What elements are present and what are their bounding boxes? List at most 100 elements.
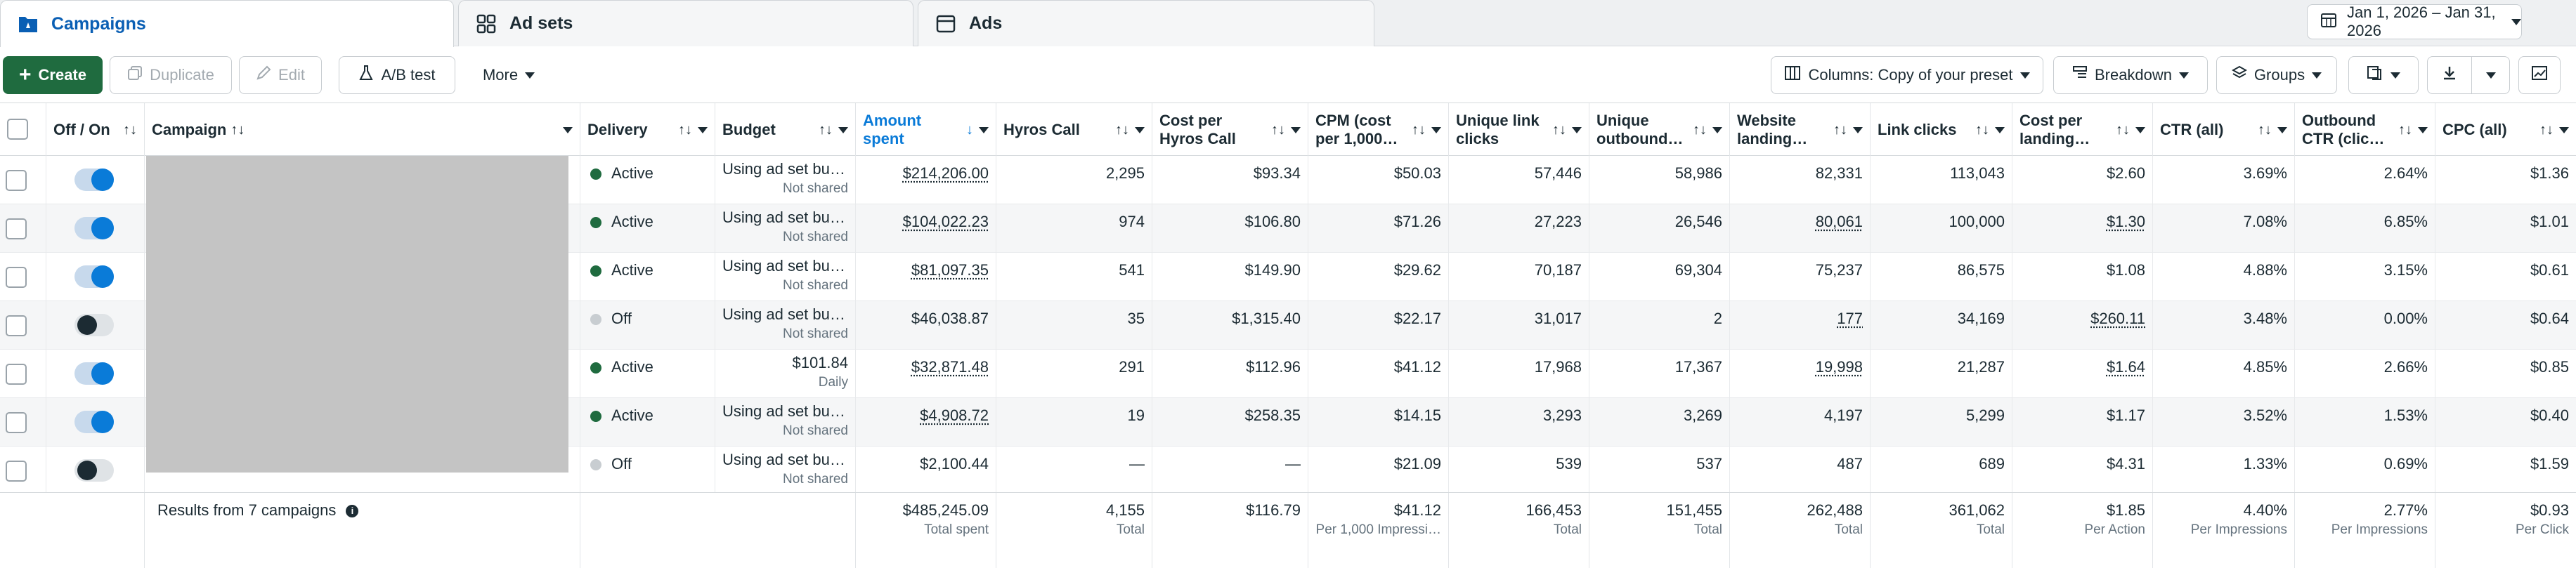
campaign-toggle[interactable]: [74, 265, 114, 288]
campaign-toggle[interactable]: [74, 362, 114, 385]
info-icon[interactable]: i: [346, 505, 359, 518]
header-amount-spent[interactable]: Amount spent ↓: [856, 103, 996, 157]
row-checkbox[interactable]: [6, 218, 27, 239]
edit-button[interactable]: Edit: [239, 56, 322, 94]
budget-cell[interactable]: Using ad set bu… Not shared: [715, 398, 856, 447]
campaign-name-cell[interactable]: [145, 350, 580, 398]
row-checkbox[interactable]: [6, 461, 27, 482]
header-link-clicks[interactable]: Link clicks ↑↓: [1871, 103, 2012, 157]
budget-cell[interactable]: Using ad set bu… Not shared: [715, 156, 856, 204]
amount-value[interactable]: $32,871.48: [911, 358, 989, 376]
chevron-down-icon: [1712, 126, 1722, 133]
total-hyros: 4,155: [1105, 501, 1145, 519]
campaign-name-cell[interactable]: [145, 398, 580, 447]
header-unique-link-clicks[interactable]: Unique link clicks ↑↓: [1449, 103, 1589, 157]
cpl-value[interactable]: $1.64: [2106, 358, 2145, 376]
header-website-landing[interactable]: Website landing… ↑↓: [1730, 103, 1871, 157]
budget-cell[interactable]: $101.84 Daily: [715, 350, 856, 398]
budget-cell[interactable]: Using ad set bu… Not shared: [715, 447, 856, 495]
header-ctr-all[interactable]: CTR (all) ↑↓: [2153, 103, 2295, 157]
chevron-down-icon: [2485, 72, 2496, 79]
header-budget[interactable]: Budget ↑↓: [715, 103, 856, 157]
cpl-value[interactable]: $260.11: [2090, 310, 2145, 327]
amount-cell: $46,038.87: [856, 301, 996, 350]
header-wl-label: Website landing…: [1737, 112, 1808, 147]
campaign-name-cell[interactable]: [145, 156, 580, 204]
row-checkbox[interactable]: [6, 315, 27, 336]
header-unique-outbound[interactable]: Unique outbound… ↑↓: [1589, 103, 1730, 157]
header-cpm[interactable]: CPM (cost per 1,000… ↑↓: [1308, 103, 1449, 157]
table-row[interactable]: Active Using ad set bu… Not shared $81,097.…: [0, 253, 2576, 301]
wl-value[interactable]: 80,061: [1815, 213, 1863, 230]
header-cost-per-landing[interactable]: Cost per landing… ↑↓: [2012, 103, 2153, 157]
select-all-checkbox[interactable]: [7, 119, 28, 140]
tab-ads[interactable]: Ads: [918, 0, 1374, 46]
header-cpc-all[interactable]: CPC (all) ↑↓: [2435, 103, 2576, 157]
date-range-picker[interactable]: Jan 1, 2026 – Jan 31, 2026: [2307, 4, 2522, 39]
header-outbound-ctr[interactable]: Outbound CTR (clic… ↑↓: [2295, 103, 2435, 157]
chevron-down-icon: [1291, 126, 1301, 133]
cpm-cell: $14.15: [1308, 398, 1449, 447]
tab-campaigns[interactable]: Campaigns: [0, 0, 454, 47]
more-button[interactable]: More: [467, 56, 551, 94]
ctr-cell: 3.48%: [2153, 301, 2295, 350]
campaign-toggle[interactable]: [74, 169, 114, 191]
sort-icon: ↑↓: [2116, 122, 2130, 138]
ab-test-button[interactable]: A/B test: [339, 56, 455, 94]
cpc-value: $0.85: [2530, 358, 2569, 376]
sort-descending-icon: ↓: [966, 122, 973, 138]
campaign-toggle[interactable]: [74, 459, 114, 482]
reports-button[interactable]: [2348, 56, 2419, 94]
cpl-value[interactable]: $1.30: [2106, 213, 2145, 230]
header-delivery[interactable]: Delivery ↑↓: [580, 103, 715, 157]
row-checkbox[interactable]: [6, 170, 27, 191]
campaign-toggle[interactable]: [74, 217, 114, 239]
budget-cell[interactable]: Using ad set bu… Not shared: [715, 301, 856, 350]
hyros-value: 974: [1119, 213, 1145, 230]
duplicate-button[interactable]: Duplicate: [110, 56, 232, 94]
amount-value[interactable]: $104,022.23: [902, 213, 989, 230]
chevron-down-icon: [525, 72, 535, 79]
status-dot: [590, 362, 601, 374]
row-toggle-cell: [46, 204, 145, 253]
cpc-value: $0.61: [2530, 261, 2569, 279]
header-cpl-label: Cost per landing…: [2019, 112, 2090, 147]
campaign-toggle[interactable]: [74, 314, 114, 336]
breakdown-button[interactable]: Breakdown: [2053, 56, 2208, 94]
table-row[interactable]: Active Using ad set bu… Not shared $214,206…: [0, 156, 2576, 204]
row-checkbox[interactable]: [6, 267, 27, 288]
table-row[interactable]: Active $101.84 Daily $32,871.48 291 $112.96 $4…: [0, 350, 2576, 398]
create-button[interactable]: + Create: [3, 56, 103, 94]
campaign-name-cell[interactable]: [145, 253, 580, 301]
budget-cell[interactable]: Using ad set bu… Not shared: [715, 204, 856, 253]
row-checkbox[interactable]: [6, 364, 27, 385]
footer-octr: 2.77% Per Impressions: [2295, 493, 2435, 568]
budget-cell[interactable]: Using ad set bu… Not shared: [715, 253, 856, 301]
amount-value[interactable]: $214,206.00: [902, 164, 989, 182]
groups-button[interactable]: Groups: [2216, 56, 2337, 94]
campaign-name-cell[interactable]: [145, 447, 580, 495]
columns-button[interactable]: Columns: Copy of your preset: [1771, 56, 2043, 94]
hyros-value: 291: [1119, 358, 1145, 376]
delivery-status: Off: [611, 310, 632, 327]
pencil-icon: [256, 65, 271, 85]
chart-toggle-button[interactable]: [2518, 56, 2561, 94]
wl-value[interactable]: 177: [1837, 310, 1863, 327]
header-offon[interactable]: Off / On ↑↓: [46, 103, 145, 157]
campaign-name-cell[interactable]: [145, 301, 580, 350]
header-campaign[interactable]: Campaign ↑↓: [145, 103, 580, 157]
header-cost-per-hyros[interactable]: Cost per Hyros Call ↑↓: [1152, 103, 1308, 157]
octr-value: 1.53%: [2383, 407, 2428, 424]
header-hyros-call[interactable]: Hyros Call ↑↓: [996, 103, 1152, 157]
row-checkbox[interactable]: [6, 412, 27, 433]
amount-value[interactable]: $4,908.72: [920, 407, 989, 424]
columns-label: Columns: Copy of your preset: [1808, 66, 2013, 84]
cpm-value: $50.03: [1393, 164, 1441, 182]
campaign-name-cell[interactable]: [145, 204, 580, 253]
wl-value[interactable]: 19,998: [1815, 358, 1863, 376]
amount-value[interactable]: $81,097.35: [911, 261, 989, 279]
tab-ad-sets[interactable]: Ad sets: [458, 0, 913, 46]
chevron-down-icon: [2511, 18, 2521, 25]
export-button[interactable]: [2427, 56, 2510, 94]
campaign-toggle[interactable]: [74, 411, 114, 433]
